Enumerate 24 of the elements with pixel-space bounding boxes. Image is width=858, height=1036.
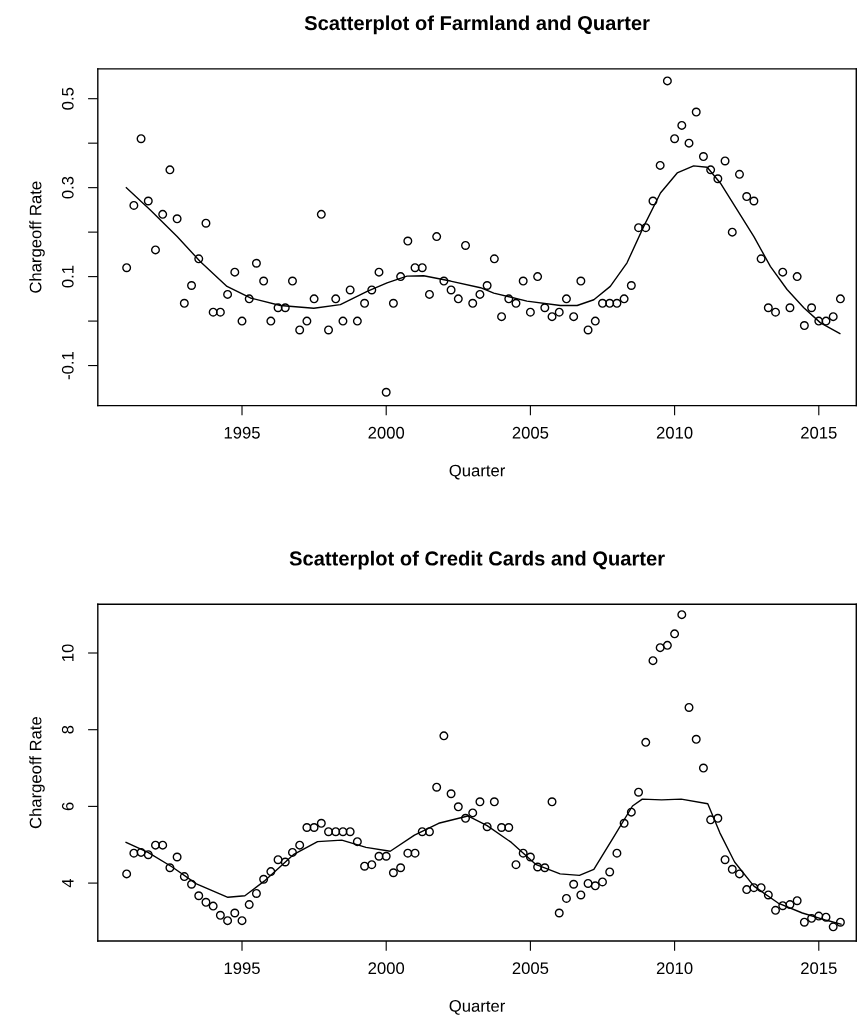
x-tick-label: 2010: [656, 426, 693, 439]
x-tick-label: 2000: [368, 426, 405, 439]
x-tick-label: 2005: [512, 426, 549, 439]
y-tick-label: 8: [61, 725, 74, 734]
chart-title: Scatterplot of Farmland and Quarter: [304, 15, 650, 35]
x-tick-label: 1995: [224, 962, 260, 975]
x-tick-label: 2015: [801, 426, 837, 439]
chart-title: Scatterplot of Credit Cards and Quarter: [289, 550, 665, 570]
x-tick-label: 2005: [512, 962, 549, 975]
y-tick-label: 10: [61, 644, 74, 661]
y-tick-label: 4: [62, 878, 74, 888]
x-axis-title: Quarter: [449, 464, 506, 480]
y-axis-title: Chargeoff Rate: [29, 717, 45, 829]
y-axis-title: Chargeoff Rate: [29, 181, 45, 293]
y-tick-label: 0.1: [61, 265, 74, 288]
x-axis-title: Quarter: [449, 1000, 506, 1015]
y-tick-label: 0.5: [61, 87, 74, 110]
x-tick-label: 2010: [656, 962, 693, 975]
y-tick-label: 6: [61, 802, 74, 811]
x-tick-label: 1995: [224, 426, 260, 439]
y-tick-label: -0.1: [61, 352, 74, 380]
y-tick-label: 0.3: [61, 176, 74, 199]
x-tick-label: 2000: [368, 962, 405, 975]
x-tick-label: 2015: [801, 962, 837, 975]
